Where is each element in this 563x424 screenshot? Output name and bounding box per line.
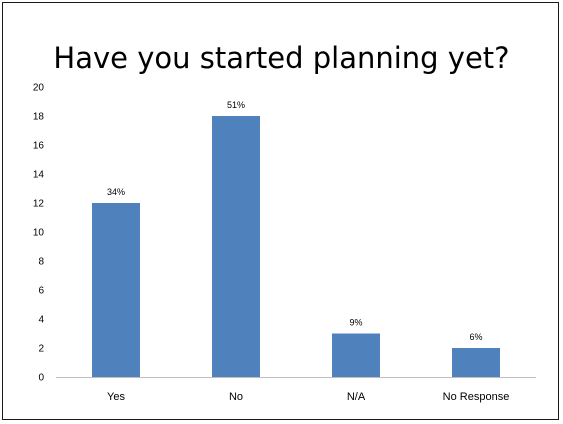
y-tick-label: 10 [33, 228, 45, 239]
y-tick-label: 0 [38, 373, 44, 384]
data-label: 34% [107, 187, 125, 197]
data-label: 6% [469, 332, 482, 342]
y-axis-ticks: 0 2 4 6 8 10 12 14 16 18 20 [33, 83, 45, 384]
bar-n-a [332, 333, 380, 377]
bar-yes [92, 203, 140, 377]
category-label: No Response [443, 391, 510, 403]
y-tick-label: 18 [33, 112, 45, 123]
category-label: No [229, 391, 243, 403]
y-tick-label: 16 [33, 141, 45, 152]
data-labels: 34% 51% 9% 6% [107, 100, 483, 342]
y-tick-label: 4 [38, 315, 44, 326]
chart-title: Have you started planning yet? [53, 41, 510, 75]
data-label: 9% [349, 318, 362, 328]
category-label: N/A [347, 391, 366, 403]
y-tick-label: 20 [33, 83, 45, 94]
y-tick-label: 8 [38, 257, 44, 268]
y-tick-label: 2 [38, 344, 44, 355]
y-tick-label: 12 [33, 199, 45, 210]
bar-no-response [452, 348, 500, 377]
data-label: 51% [227, 100, 245, 110]
category-label: Yes [107, 391, 125, 403]
category-labels: Yes No N/A No Response [107, 391, 509, 403]
bars [92, 116, 500, 377]
y-tick-label: 6 [38, 286, 44, 297]
y-tick-label: 14 [33, 170, 45, 181]
bar-no [212, 116, 260, 377]
